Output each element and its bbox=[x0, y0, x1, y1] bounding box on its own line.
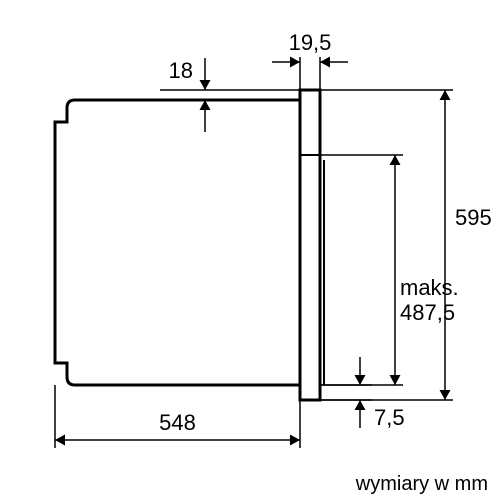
dim-depth: 548 bbox=[159, 410, 196, 435]
oven-body-outline bbox=[55, 100, 300, 385]
dim-bottom-gap: 7,5 bbox=[374, 405, 405, 430]
dim-front-width: 19,5 bbox=[289, 30, 332, 55]
dim-door-height-2: 487,5 bbox=[400, 300, 455, 325]
caption: wymiary w mm bbox=[355, 473, 488, 495]
dim-top-inset: 18 bbox=[169, 58, 193, 83]
dim-height: 595 bbox=[455, 205, 492, 230]
front-panel bbox=[300, 90, 320, 400]
dim-door-height-1: maks. bbox=[400, 275, 459, 300]
